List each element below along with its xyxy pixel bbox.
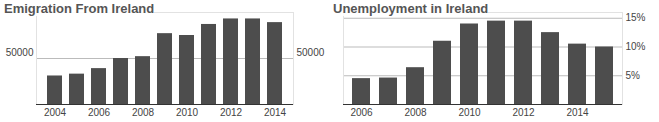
svg-text:50000: 50000 [297,47,325,58]
svg-text:15%: 15% [626,12,646,23]
svg-text:2008: 2008 [404,107,427,118]
svg-text:2014: 2014 [264,107,287,118]
svg-text:2012: 2012 [220,107,243,118]
html-text:Unemployment in Ireland: Unemployment in Ireland [333,1,489,16]
svg-text:2012: 2012 [512,107,535,118]
svg-text:2004: 2004 [44,107,67,118]
svg-text:2008: 2008 [132,107,155,118]
svg-text:50000: 50000 [6,47,34,58]
svg-text:2010: 2010 [176,107,199,118]
svg-text:2010: 2010 [458,107,481,118]
svg-text:2006: 2006 [88,107,111,118]
svg-text:2014: 2014 [566,107,589,118]
html-text:Emigration From Ireland: Emigration From Ireland [4,1,155,16]
svg-text:5%: 5% [626,70,641,81]
svg-text:2006: 2006 [350,107,373,118]
svg-text:10%: 10% [626,41,646,52]
